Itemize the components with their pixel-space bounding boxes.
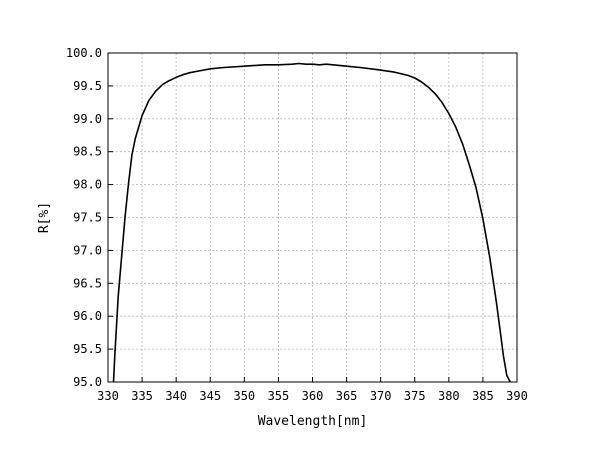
- y-tick-label: 97.0: [73, 243, 102, 257]
- y-tick-label: 98.5: [73, 145, 102, 159]
- y-tick-label: 96.5: [73, 276, 102, 290]
- y-tick-label: 97.5: [73, 211, 102, 225]
- tick-labels: 330 335 340 345 350 355 360 365 370 375 380 385 390 9…: [66, 46, 528, 403]
- y-tick-label: 95.0: [73, 375, 102, 389]
- y-tick-label: 99.0: [73, 112, 102, 126]
- x-tick-label: 365: [336, 389, 358, 403]
- y-tick-label: 99.5: [73, 79, 102, 93]
- y-tick-label: 100.0: [66, 46, 102, 60]
- x-tick-label: 360: [302, 389, 324, 403]
- grid: [108, 53, 517, 382]
- series-line: [112, 62, 511, 383]
- x-tick-label: 385: [472, 389, 494, 403]
- y-tick-label: 96.0: [73, 309, 102, 323]
- x-tick-label: 335: [131, 389, 153, 403]
- y-tick-label: 98.0: [73, 178, 102, 192]
- plot-frame: [107, 52, 518, 383]
- x-tick-label: 390: [506, 389, 528, 403]
- x-tick-label: 330: [97, 389, 119, 403]
- x-tick-label: 340: [165, 389, 187, 403]
- y-axis-label: R[%]: [37, 202, 52, 233]
- x-tick-label: 380: [438, 389, 460, 403]
- x-tick-label: 345: [199, 389, 221, 403]
- x-tick-label: 350: [233, 389, 255, 403]
- x-tick-label: 355: [268, 389, 290, 403]
- y-tick-label: 95.5: [73, 342, 102, 356]
- x-axis-label: Wavelength[nm]: [258, 414, 368, 429]
- x-tick-label: 370: [370, 389, 392, 403]
- x-tick-label: 375: [404, 389, 426, 403]
